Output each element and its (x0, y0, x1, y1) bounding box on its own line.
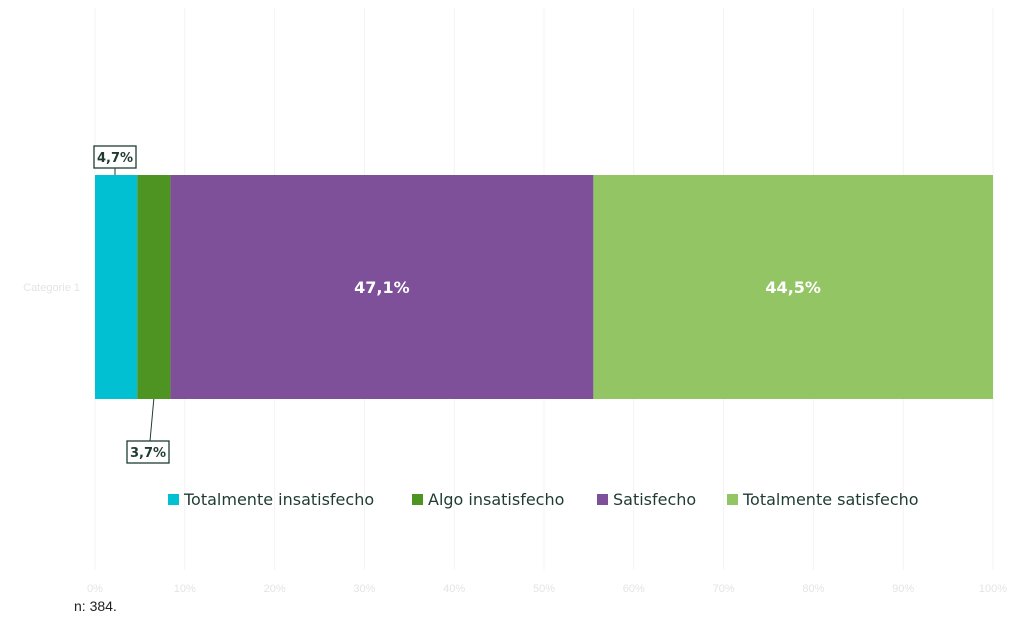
x-tick-label: 80% (802, 583, 824, 595)
x-tick-label: 100% (979, 583, 1007, 595)
x-axis: 0% 10% 20% 30% 40% 50% 60% 70% 80% 90% 100% (87, 583, 1007, 595)
legend-swatch (168, 494, 179, 505)
x-tick-label: 90% (892, 583, 914, 595)
x-tick-label: 40% (443, 583, 465, 595)
y-axis: Categorie 1 (23, 282, 80, 294)
bar-segment (137, 175, 171, 399)
legend-label: Algo insatisfecho (428, 490, 564, 509)
category-label: Categorie 1 (23, 282, 80, 294)
callout-box (93, 145, 137, 169)
bar-segment (95, 175, 138, 399)
legend-swatch (727, 494, 738, 505)
bars (95, 175, 993, 399)
callout-line (149, 398, 155, 442)
x-tick-label: 30% (353, 583, 375, 595)
x-tick-label: 20% (264, 583, 286, 595)
x-tick-label: 10% (174, 583, 196, 595)
x-tick-label: 60% (623, 583, 645, 595)
legend: Totalmente insatisfecho Algo insatisfecho… (168, 490, 919, 509)
legend-swatch (412, 494, 423, 505)
sample-size-note: n: 384. (74, 598, 117, 614)
x-tick-label: 70% (713, 583, 735, 595)
callout-box (126, 440, 170, 464)
legend-label: Totalmente satisfecho (742, 490, 919, 509)
legend-label: Totalmente insatisfecho (183, 490, 374, 509)
data-label: 3,7% (130, 446, 166, 461)
data-label: 47,1% (354, 278, 410, 297)
data-label: 44,5% (765, 278, 821, 297)
data-labels: 4,7% 3,7% 47,1% 44,5% (93, 145, 821, 464)
legend-swatch (597, 494, 608, 505)
data-label: 4,7% (97, 151, 133, 166)
x-tick-label: 50% (533, 583, 555, 595)
bar-segment (170, 175, 594, 399)
bar-segment (593, 175, 993, 399)
legend-label: Satisfecho (613, 490, 696, 509)
x-tick-label: 0% (87, 583, 103, 595)
